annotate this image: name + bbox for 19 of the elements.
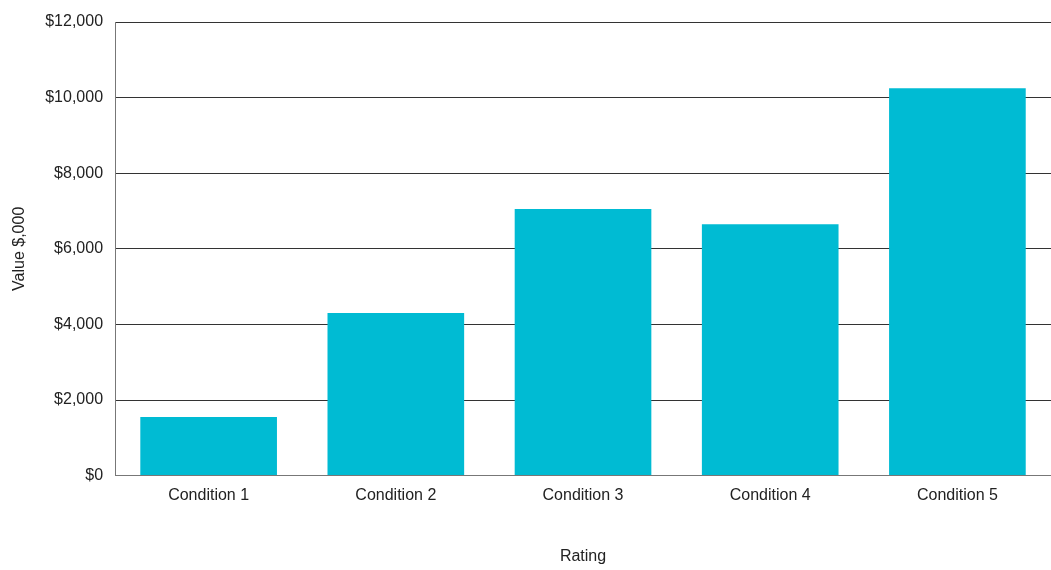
x-tick-label: Condition 4 bbox=[729, 485, 811, 503]
bar bbox=[514, 209, 652, 476]
y-tick-label: $0 bbox=[85, 466, 104, 484]
x-axis-title: Rating bbox=[559, 546, 607, 564]
y-tick-label: $12,000 bbox=[45, 12, 104, 30]
bar bbox=[889, 88, 1026, 476]
bar bbox=[140, 417, 277, 476]
x-tick-label: Condition 3 bbox=[542, 485, 624, 503]
y-tick-label: $10,000 bbox=[45, 88, 104, 106]
x-tick-label: Condition 5 bbox=[916, 485, 998, 503]
bar bbox=[327, 313, 465, 476]
y-tick-label: $8,000 bbox=[54, 163, 104, 181]
y-tick-label: $6,000 bbox=[54, 239, 104, 257]
x-tick-label: Condition 1 bbox=[168, 485, 250, 503]
y-tick-label: $2,000 bbox=[54, 390, 104, 408]
y-axis-title: Value $,000 bbox=[10, 206, 28, 291]
y-tick-label: $4,000 bbox=[54, 314, 104, 332]
x-tick-label: Condition 2 bbox=[355, 485, 437, 503]
bar bbox=[701, 224, 839, 476]
